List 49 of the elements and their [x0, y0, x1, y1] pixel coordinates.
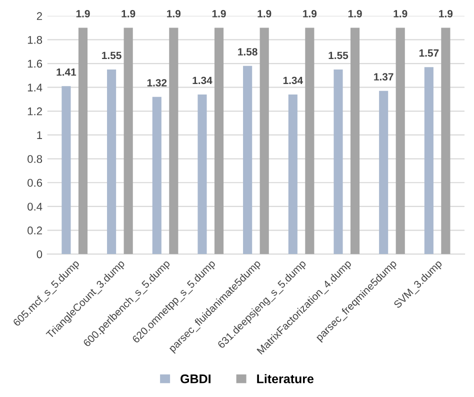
data-label: 1.9	[258, 10, 272, 18]
y-tick-label: 0.6	[28, 178, 42, 187]
bar	[350, 28, 360, 254]
bar	[152, 96, 162, 254]
y-tick-label: 1	[37, 131, 42, 140]
bar	[260, 28, 269, 254]
data-label: 1.9	[303, 10, 317, 18]
data-label: 1.9	[76, 10, 90, 18]
bar	[379, 90, 388, 254]
y-tick-label: 1.2	[28, 107, 42, 116]
data-label: 1.9	[122, 10, 136, 18]
data-label: 1.55	[328, 52, 348, 60]
data-label: 1.41	[56, 68, 76, 76]
data-label: 1.9	[212, 10, 226, 18]
bar	[424, 67, 434, 254]
data-label: 1.9	[167, 10, 181, 18]
data-label: 1.57	[419, 49, 439, 57]
bar	[305, 28, 314, 254]
y-tick-label: 0	[36, 250, 42, 258]
data-label: 1.55	[102, 52, 122, 60]
bar	[243, 66, 252, 254]
y-tick-label: 1.4	[28, 84, 42, 92]
legend-label: Literature	[257, 374, 314, 384]
y-tick-label: 0.4	[28, 202, 42, 211]
bar	[214, 28, 224, 254]
y-tick-label: 1.6	[28, 60, 42, 68]
data-label: 1.32	[147, 79, 167, 86]
bar	[334, 69, 343, 254]
bar	[107, 69, 116, 254]
bar	[62, 86, 71, 254]
bar	[169, 28, 178, 254]
data-label: 1.9	[439, 10, 453, 18]
y-tick-label: 2	[36, 12, 42, 20]
bar	[198, 94, 207, 254]
bar	[288, 94, 298, 254]
y-tick-label: 0.8	[28, 155, 42, 163]
data-label: 1.34	[283, 76, 303, 84]
data-label: 1.9	[348, 10, 362, 18]
bar	[441, 28, 450, 254]
y-tick-label: 1.8	[28, 36, 42, 44]
y-tick-label: 0.2	[28, 226, 42, 234]
bar	[396, 28, 405, 254]
bar	[124, 28, 133, 254]
data-label: 1.9	[394, 10, 408, 18]
legend-label: GBDI	[180, 374, 210, 384]
data-label: 1.34	[192, 76, 212, 84]
bar	[78, 28, 88, 254]
data-label: 1.37	[374, 73, 394, 81]
data-label: 1.58	[238, 48, 258, 56]
